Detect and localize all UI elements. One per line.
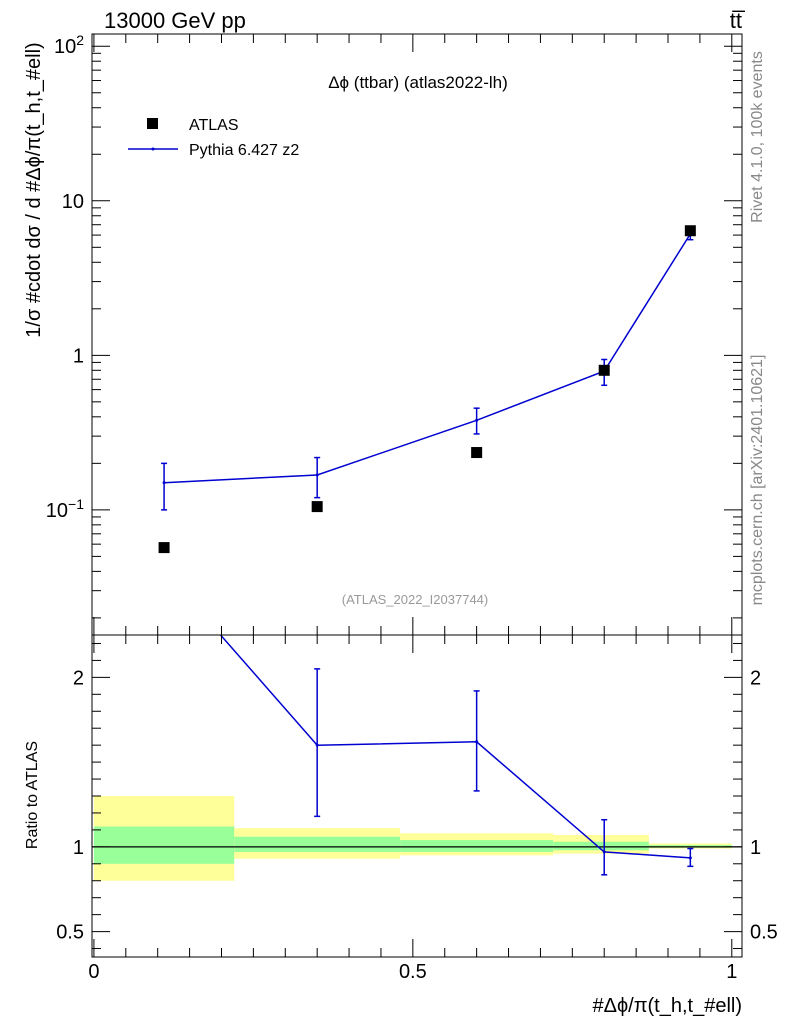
legend-atlas-marker [147, 118, 158, 129]
legend-atlas-label: ATLAS [189, 117, 239, 134]
y-tick-label: 102 [54, 32, 84, 58]
mc-line [164, 233, 691, 484]
ratio-frame [91, 634, 743, 958]
x-axis-label: #Δϕ/π(t_h,t_#ell) [592, 995, 742, 1017]
data-point [471, 447, 483, 459]
ratio-point [688, 856, 692, 860]
ratio-line [219, 635, 691, 859]
ratio-point [475, 740, 479, 744]
ratio-y-tick-label-left: 2 [73, 667, 84, 689]
process-label: tt̅ [730, 8, 746, 33]
ratio-panel: 0.5 0.51 12 20 0.5 1 Ratio to ATLAS #Δϕ/π(t_h… [24, 634, 778, 1017]
ratio-y-tick-label-left: 0.5 [56, 922, 84, 944]
plot-title: Δϕ (ttbar) (atlas2022-lh) [328, 73, 508, 92]
y-tick-label: 10 [62, 191, 84, 213]
ratio-point [315, 743, 319, 747]
uncertainty-band-inner [553, 841, 649, 851]
ratio-axis-ticks: 0.5 0.51 12 20 0.5 1 [56, 635, 778, 983]
x-tick-label: 0 [88, 961, 99, 983]
ratio-plot-content [92, 635, 742, 881]
ratio-y-tick-label-right: 2 [750, 667, 761, 689]
uncertainty-band-inner [400, 840, 554, 852]
mc-point [315, 473, 319, 477]
rivet-label: Rivet 4.1.0, 100k events [749, 51, 766, 223]
y-tick-label: 10−1 [46, 496, 84, 522]
data-point [598, 364, 610, 376]
data-point [684, 225, 696, 237]
analysis-watermark: (ATLAS_2022_I2037744) [342, 592, 488, 607]
main-y-axis-ticks: 10−1 1 10 102 [46, 32, 742, 635]
legend-mc-label: Pythia 6.427 z2 [189, 142, 299, 159]
ratio-y-tick-label-right: 0.5 [750, 922, 778, 944]
ratio-point [602, 850, 606, 854]
data-point [311, 501, 323, 513]
mc-point [475, 418, 479, 422]
data-point [158, 542, 170, 554]
x-tick-label: 1 [726, 961, 737, 983]
main-panel: Δϕ (ttbar) (atlas2022-lh) (ATLAS_2022_I2… [23, 32, 743, 636]
uncertainty-band-inner [234, 836, 401, 852]
mc-point [162, 481, 166, 485]
legend: ATLAS Pythia 6.427 z2 [128, 117, 299, 159]
legend-mc-dot [151, 147, 155, 151]
ratio-y-tick-label-right: 1 [750, 837, 761, 859]
mcplots-label: mcplots.cern.ch [arXiv:2401.10621] [749, 355, 766, 606]
ratio-y-tick-label-left: 1 [73, 837, 84, 859]
ratio-y-axis-label: Ratio to ATLAS [24, 741, 41, 849]
x-tick-label: 0.5 [399, 961, 427, 983]
main-y-axis-label: 1/σ #cdot dσ / d #Δϕ/π(t_h,t_#ell) [23, 42, 45, 337]
main-plot-content [158, 225, 696, 554]
uncertainty-band-inner [93, 826, 235, 864]
y-tick-label: 1 [73, 345, 84, 367]
energy-label: 13000 GeV pp [104, 8, 246, 33]
